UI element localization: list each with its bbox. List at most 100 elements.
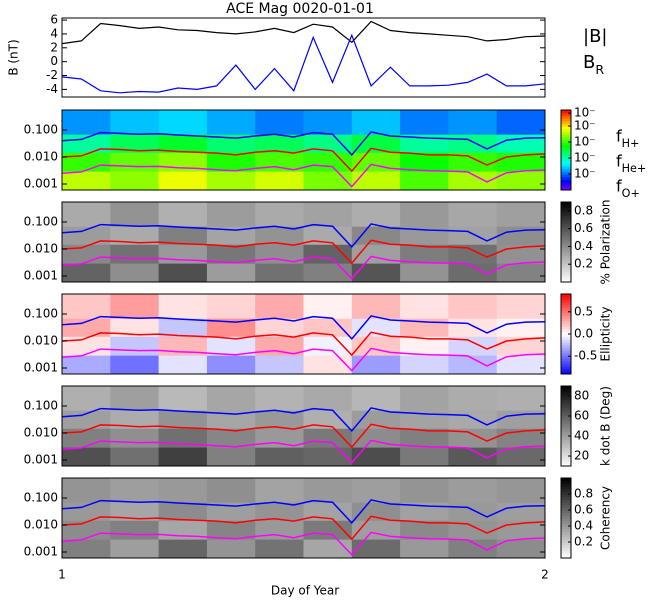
heatmap-cell [110,110,160,135]
colorbar-swatch [561,396,571,400]
y-tick-label: 0.010 [24,334,58,348]
heatmap-cell [110,336,160,356]
colorbar-swatch [561,358,571,362]
heatmap-cell [448,539,498,559]
colorbar-swatch [561,318,571,322]
colorbar-swatch [561,236,571,240]
colorbar-swatch [561,260,571,264]
heatmap-cell [496,502,546,521]
heatmap-cell [206,410,256,429]
colorbar-swatch [561,258,571,262]
colorbar-swatch [561,163,571,167]
heatmap-cell [400,355,449,375]
colorbar-swatch [561,342,571,346]
colorbar-tick-label: 0.0 [574,327,593,341]
heatmap-cell [351,134,401,153]
y-tick-label: 0.100 [24,398,58,412]
heatmap-cell [351,202,401,227]
colorbar-tick-label: 0.2 [574,257,593,271]
colorbar-tick-label: 20 [574,449,589,463]
frequency-line [61,423,546,449]
heatmap-cell [206,428,256,448]
colorbar-swatch [561,320,571,324]
y-tick-label: 0.100 [24,214,58,228]
heatmap-cell [255,263,304,283]
colorbar-swatch [561,418,571,422]
heatmap-cell [158,110,208,135]
y-tick-label: 4 [50,26,58,40]
heatmap-cell [110,171,160,191]
heatmap-cell [62,152,111,172]
heatmap-cell [400,171,449,191]
colorbar-swatch [561,528,571,532]
colorbar-swatch [561,423,571,427]
colorbar-swatch [561,368,571,372]
heatmap-cell [496,226,546,245]
heatmap-cell [62,410,111,429]
heatmap-cell [255,355,304,375]
colorbar-swatch [561,115,571,119]
y-tick-label: 6 [50,13,58,27]
heatmap-cell [448,410,498,429]
heatmap-cell [62,226,111,245]
colorbar-swatch [561,350,571,354]
colorbar-swatch [561,436,571,440]
heatmap-cell [303,428,353,448]
colorbar-swatch [561,526,571,530]
heatmap-cell [303,318,353,337]
heatmap-cell [158,355,208,375]
legend-entry: fH+ [616,127,639,150]
heatmap-cell [110,502,160,521]
heatmap-cell [110,386,160,411]
heatmap-cell [448,386,498,411]
colorbar-swatch [561,112,571,116]
colorbar-swatch [561,391,571,395]
heatmap-cell [303,134,353,153]
heatmap-cell [255,447,304,467]
colorbar-swatch [561,179,571,183]
heatmap-cell [110,355,160,375]
heatmap-cell [206,502,256,521]
colorbar-swatch [561,187,571,191]
heatmap-cell [206,171,256,191]
colorbar-swatch [561,347,571,351]
colorbar-tick-label: 0.5 [574,304,593,318]
heatmap-cell [110,226,160,245]
legend-entry: fHe+ [616,152,646,175]
colorbar-swatch [561,431,571,435]
heatmap-cell [400,386,449,411]
heatmap-cell [255,294,304,319]
colorbar-tick-label: 40 [574,429,589,443]
colorbar-swatch [561,299,571,303]
colorbar-swatch [561,334,571,338]
colorbar-swatch [561,250,571,254]
colorbar-swatch [561,152,571,156]
heatmap-cell [351,226,401,245]
plot-frame [61,477,546,559]
colorbar-swatch [561,458,571,462]
frequency-line [61,531,546,556]
colorbar-swatch [561,328,571,332]
frequency-line [61,255,546,280]
heatmap-cell [351,447,401,467]
colorbar-swatch [561,491,571,495]
series-line [61,33,546,94]
heatmap-cell [158,294,208,319]
colorbar-swatch [561,499,571,503]
colorbar-swatch [561,450,571,454]
colorbar-swatch [561,339,571,343]
heatmap-cell [400,202,449,227]
colorbar-swatch [561,534,571,538]
heatmap-cell [496,539,546,559]
heatmap-cell [62,318,111,337]
heatmap-cell [206,478,256,503]
frequency-line [61,439,546,464]
colorbar-swatch [561,244,571,248]
colorbar-swatch [561,226,571,230]
colorbar-swatch [561,366,571,370]
heatmap-cell [206,447,256,467]
heatmap-cell [158,318,208,337]
y-tick-label: 0.010 [24,426,58,440]
colorbar-swatch [561,504,571,508]
heatmap-cell [496,263,546,283]
